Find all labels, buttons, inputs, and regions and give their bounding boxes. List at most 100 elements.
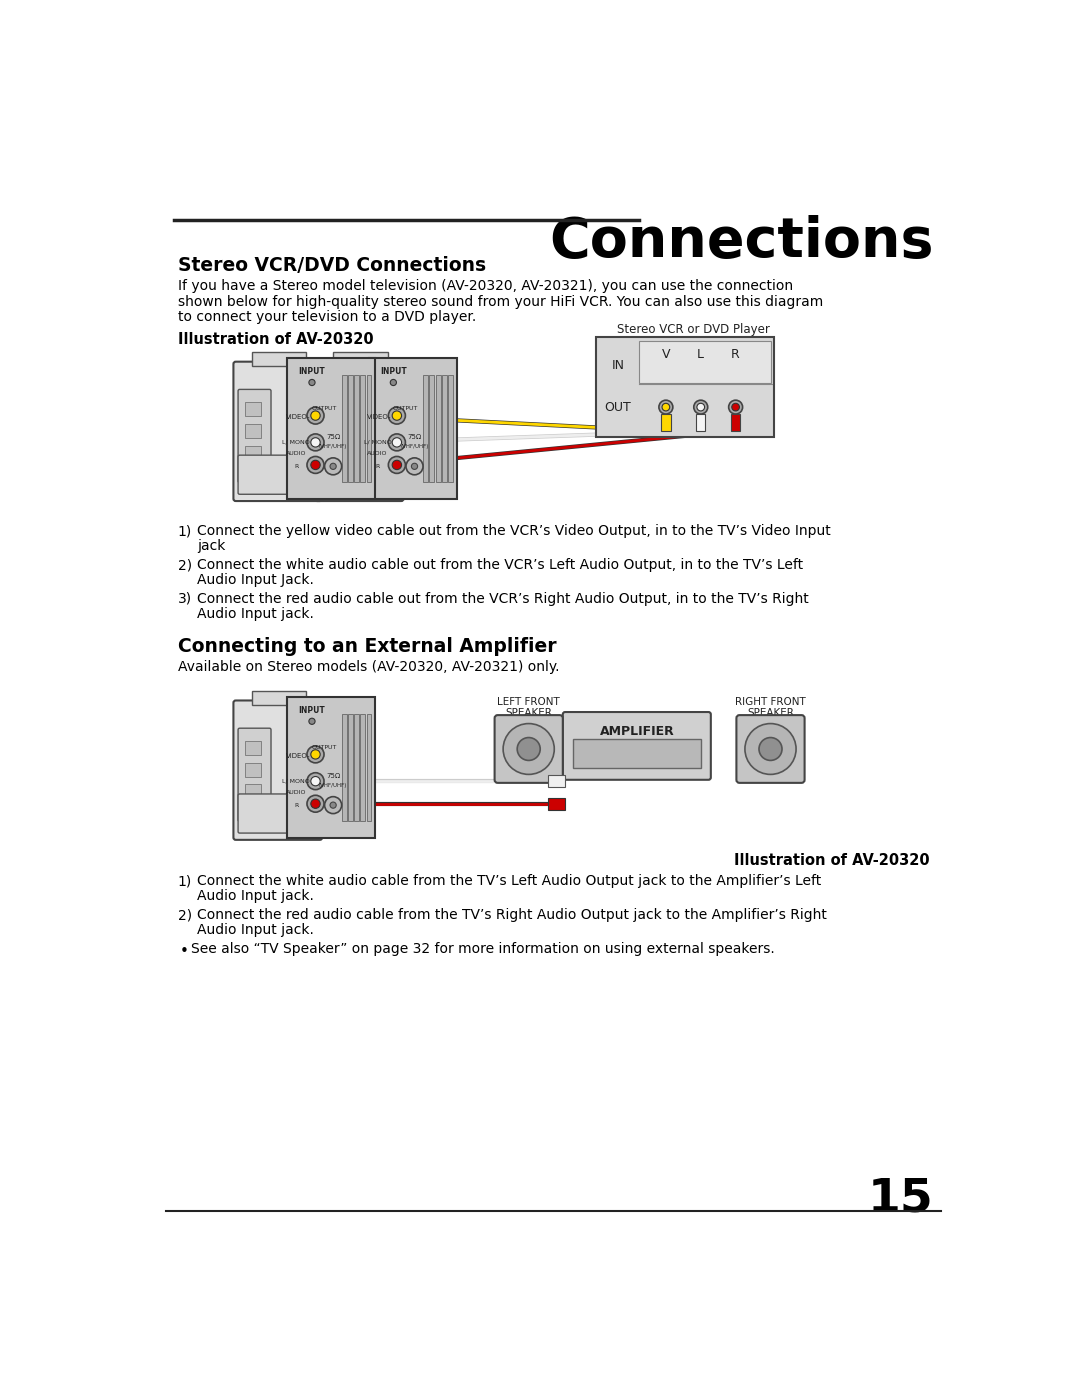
- Bar: [442, 374, 447, 482]
- Text: AMPLIFIER: AMPLIFIER: [599, 725, 674, 738]
- Text: VIDEO-: VIDEO-: [367, 414, 391, 420]
- Text: 3): 3): [177, 592, 192, 606]
- Text: jack: jack: [197, 539, 226, 553]
- Text: VIDEO-: VIDEO-: [285, 753, 310, 759]
- Text: (VHF/UHF): (VHF/UHF): [319, 782, 348, 788]
- Text: to connect your television to a DVD player.: to connect your television to a DVD play…: [177, 310, 476, 324]
- Text: 75Ω: 75Ω: [326, 773, 340, 778]
- Text: AUDIO: AUDIO: [367, 451, 388, 457]
- Text: 1): 1): [177, 524, 192, 538]
- Bar: [334, 352, 388, 366]
- Text: OUT: OUT: [605, 401, 631, 414]
- Bar: [423, 374, 428, 482]
- Circle shape: [659, 358, 673, 372]
- Text: Audio Input Jack.: Audio Input Jack.: [197, 573, 314, 587]
- Circle shape: [389, 457, 405, 474]
- Circle shape: [729, 358, 743, 372]
- Circle shape: [729, 400, 743, 414]
- Text: OUTPUT: OUTPUT: [312, 407, 337, 411]
- Circle shape: [411, 464, 418, 469]
- Bar: [448, 374, 453, 482]
- Bar: [430, 374, 434, 482]
- Bar: [348, 374, 353, 482]
- Text: RIGHT FRONT
SPEAKER: RIGHT FRONT SPEAKER: [735, 697, 806, 718]
- Bar: [548, 798, 565, 810]
- Circle shape: [325, 458, 341, 475]
- Bar: [361, 374, 365, 482]
- FancyBboxPatch shape: [368, 358, 457, 499]
- Circle shape: [662, 404, 670, 411]
- Text: Connect the white audio cable from the TV’s Left Audio Output jack to the Amplif: Connect the white audio cable from the T…: [197, 875, 821, 888]
- Bar: [326, 446, 342, 460]
- Text: Connect the red audio cable out from the VCR’s Right Audio Output, in to the TV’: Connect the red audio cable out from the…: [197, 592, 809, 606]
- Bar: [366, 374, 372, 482]
- Bar: [245, 742, 261, 756]
- Circle shape: [392, 437, 402, 447]
- FancyBboxPatch shape: [233, 362, 322, 502]
- Circle shape: [311, 799, 320, 809]
- Text: VIDEO-: VIDEO-: [285, 414, 310, 420]
- Bar: [342, 374, 347, 482]
- Text: IN: IN: [611, 359, 624, 372]
- Bar: [361, 714, 365, 820]
- Circle shape: [693, 358, 707, 372]
- Bar: [245, 763, 261, 777]
- FancyBboxPatch shape: [320, 390, 352, 482]
- Text: V: V: [662, 348, 670, 360]
- Text: R: R: [376, 464, 379, 469]
- Text: If you have a Stereo model television (AV-20320, AV-20321), you can use the conn: If you have a Stereo model television (A…: [177, 279, 793, 293]
- Bar: [354, 714, 360, 820]
- Text: Stereo VCR/DVD Connections: Stereo VCR/DVD Connections: [177, 256, 486, 275]
- Text: Connect the red audio cable from the TV’s Right Audio Output jack to the Amplifi: Connect the red audio cable from the TV’…: [197, 908, 827, 922]
- Circle shape: [311, 411, 320, 420]
- FancyBboxPatch shape: [495, 715, 563, 782]
- Bar: [245, 402, 261, 416]
- Text: (VHF/UHF): (VHF/UHF): [319, 444, 348, 448]
- Text: 75Ω: 75Ω: [407, 433, 421, 440]
- Bar: [252, 352, 307, 366]
- Circle shape: [390, 380, 396, 386]
- Bar: [697, 414, 705, 432]
- Circle shape: [406, 458, 423, 475]
- Circle shape: [697, 404, 704, 411]
- Circle shape: [311, 437, 320, 447]
- Bar: [548, 775, 565, 788]
- Text: Stereo VCR or DVD Player: Stereo VCR or DVD Player: [617, 323, 769, 337]
- Text: INPUT: INPUT: [298, 367, 325, 376]
- Bar: [245, 467, 261, 481]
- Bar: [348, 714, 353, 820]
- Text: AUDIO: AUDIO: [286, 451, 307, 457]
- Text: Audio Input jack.: Audio Input jack.: [197, 606, 314, 620]
- Bar: [245, 806, 261, 820]
- Text: 75Ω: 75Ω: [326, 433, 340, 440]
- Text: Illustration of AV-20320: Illustration of AV-20320: [177, 331, 374, 346]
- Bar: [326, 402, 342, 416]
- Circle shape: [309, 718, 315, 725]
- Circle shape: [311, 750, 320, 759]
- Circle shape: [330, 464, 336, 469]
- Text: L/ MONO: L/ MONO: [364, 440, 391, 444]
- Text: R: R: [731, 348, 740, 360]
- FancyBboxPatch shape: [233, 700, 322, 840]
- FancyBboxPatch shape: [287, 697, 376, 838]
- Text: 15: 15: [867, 1176, 933, 1221]
- Circle shape: [745, 724, 796, 774]
- Circle shape: [693, 400, 707, 414]
- Text: Available on Stereo models (AV-20320, AV-20321) only.: Available on Stereo models (AV-20320, AV…: [177, 661, 559, 675]
- Text: Illustration of AV-20320: Illustration of AV-20320: [733, 854, 930, 868]
- Circle shape: [330, 802, 336, 809]
- Circle shape: [307, 457, 324, 474]
- FancyBboxPatch shape: [287, 358, 376, 499]
- Circle shape: [392, 411, 402, 420]
- Text: R: R: [294, 464, 298, 469]
- Circle shape: [732, 404, 740, 411]
- Circle shape: [307, 407, 324, 425]
- FancyBboxPatch shape: [737, 715, 805, 782]
- Text: L: L: [698, 348, 704, 360]
- Bar: [252, 692, 307, 705]
- Bar: [245, 425, 261, 437]
- FancyBboxPatch shape: [563, 712, 711, 780]
- Circle shape: [389, 407, 405, 425]
- Circle shape: [307, 795, 324, 812]
- Text: 1): 1): [177, 875, 192, 888]
